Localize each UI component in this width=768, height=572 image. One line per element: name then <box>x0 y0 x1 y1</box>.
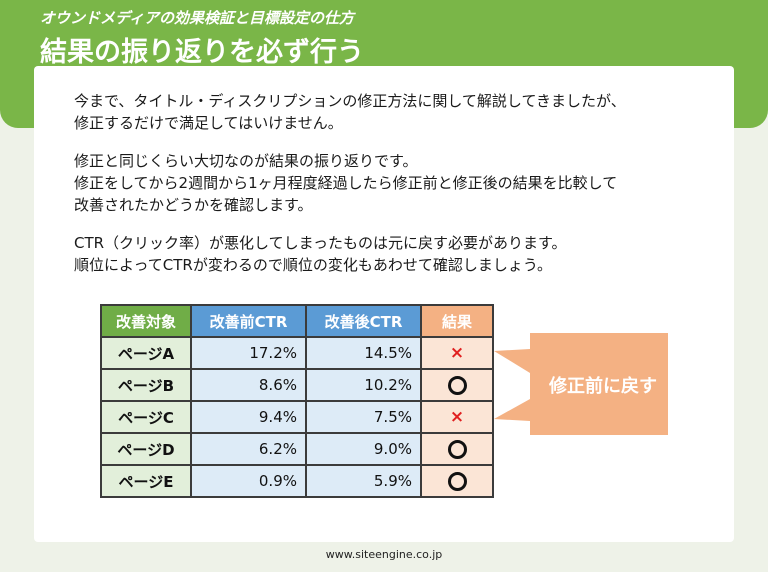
paragraph-review: 修正と同じくらい大切なのが結果の振り返りです。 修正をしてから2週間から1ヶ月程… <box>74 150 724 216</box>
cell-result <box>420 432 494 466</box>
cell-page-name: ページA <box>100 336 192 370</box>
ctr-comparison-table: 改善対象 改善前CTR 改善後CTR 結果 ページA 17.2% 14.5% × ページ… <box>100 304 494 498</box>
table-row: ページD 6.2% 9.0% <box>100 432 494 466</box>
paragraph-line: 修正をしてから2週間から1ヶ月程度経過したら修正前と修正後の結果を比較して <box>74 174 618 192</box>
paragraph-intro: 今まで、タイトル・ディスクリプションの修正方法に関して解説してきましたが、 修正… <box>74 90 724 134</box>
column-header-after-ctr: 改善後CTR <box>305 304 422 338</box>
table-row: ページC 9.4% 7.5% × <box>100 400 494 434</box>
cell-before-ctr: 8.6% <box>190 368 307 402</box>
circle-mark-icon <box>447 471 467 491</box>
cross-mark-icon: × <box>449 407 465 427</box>
column-header-result: 結果 <box>420 304 494 338</box>
paragraph-line: 改善されたかどうかを確認します。 <box>74 196 313 214</box>
cell-page-name: ページE <box>100 464 192 498</box>
slide-title: 結果の振り返りを必ず行う <box>40 37 364 68</box>
table-row: ページB 8.6% 10.2% <box>100 368 494 402</box>
cell-result <box>420 464 494 498</box>
cell-page-name: ページD <box>100 432 192 466</box>
content-card: 今まで、タイトル・ディスクリプションの修正方法に関して解説してきましたが、 修正… <box>34 66 734 542</box>
cell-result <box>420 368 494 402</box>
circle-mark-icon <box>447 439 467 459</box>
circle-mark-icon <box>447 375 467 395</box>
cell-after-ctr: 5.9% <box>305 464 422 498</box>
cell-after-ctr: 10.2% <box>305 368 422 402</box>
paragraph-ctr: CTR（クリック率）が悪化してしまったものは元に戻す必要があります。 順位によっ… <box>74 232 724 276</box>
callout-label: 修正前に戻す <box>549 376 657 397</box>
cell-result: × <box>420 336 494 370</box>
column-header-before-ctr: 改善前CTR <box>190 304 307 338</box>
cell-before-ctr: 17.2% <box>190 336 307 370</box>
paragraph-line: 今まで、タイトル・ディスクリプションの修正方法に関して解説してきましたが、 <box>74 92 626 110</box>
cell-page-name: ページC <box>100 400 192 434</box>
slide-subtitle: オウンドメディアの効果検証と目標設定の仕方 <box>40 9 354 27</box>
cell-before-ctr: 0.9% <box>190 464 307 498</box>
callout-arrow-box <box>494 333 668 435</box>
column-header-target: 改善対象 <box>100 304 192 338</box>
cell-after-ctr: 14.5% <box>305 336 422 370</box>
cell-before-ctr: 9.4% <box>190 400 307 434</box>
paragraph-line: 順位によってCTRが変わるので順位の変化もあわせて確認しましょう。 <box>74 256 552 274</box>
table-row: ページE 0.9% 5.9% <box>100 464 494 498</box>
paragraph-line: 修正と同じくらい大切なのが結果の振り返りです。 <box>74 152 418 170</box>
cell-after-ctr: 9.0% <box>305 432 422 466</box>
cell-page-name: ページB <box>100 368 192 402</box>
table-row: ページA 17.2% 14.5% × <box>100 336 494 370</box>
paragraph-line: CTR（クリック率）が悪化してしまったものは元に戻す必要があります。 <box>74 234 567 252</box>
cross-mark-icon: × <box>449 343 465 363</box>
cell-before-ctr: 6.2% <box>190 432 307 466</box>
callout-shape <box>494 333 668 435</box>
paragraph-line: 修正するだけで満足してはいけません。 <box>74 114 343 132</box>
cell-after-ctr: 7.5% <box>305 400 422 434</box>
cell-result: × <box>420 400 494 434</box>
table-header-row: 改善対象 改善前CTR 改善後CTR 結果 <box>100 304 494 338</box>
table-body: ページA 17.2% 14.5% × ページB 8.6% 10.2% ページC 9.4% 7.5%… <box>100 336 494 498</box>
footer-url: www.siteengine.co.jp <box>325 548 443 561</box>
